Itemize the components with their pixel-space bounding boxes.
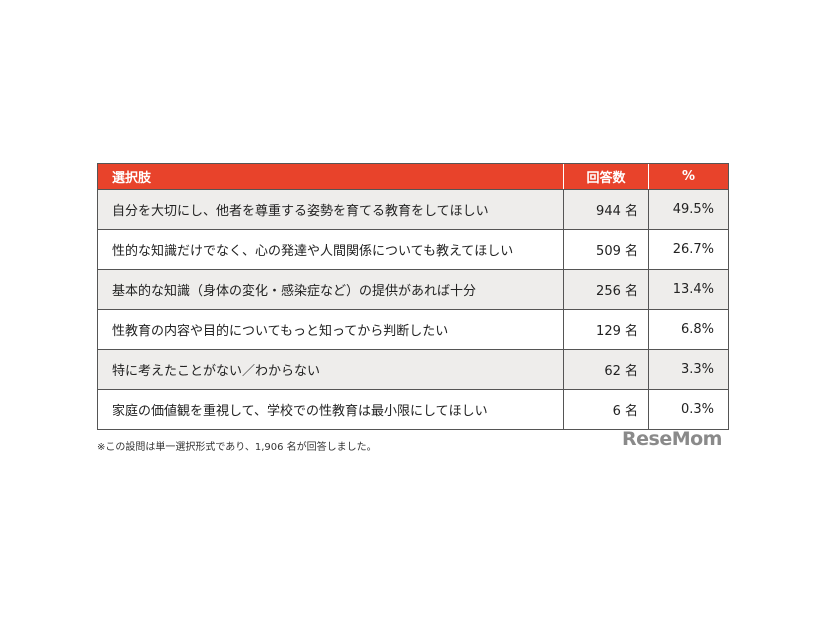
table: 選択肢 回答数 % 自分を大切にし、他者を尊重する姿勢を育てる教育をしてほしい 9…: [97, 163, 729, 430]
footnote: ※この設問は単一選択形式であり、1,906 名が回答しました。: [97, 442, 377, 453]
table-cell: 0.3%: [680, 402, 714, 417]
table-cell: 家庭の価値観を重視して、学校での性教育は最小限にしてほしい: [98, 390, 564, 429]
table-cell: 6 名: [564, 390, 649, 429]
table-cell: 13.4%: [672, 282, 714, 297]
table-cell: 6.8%: [680, 322, 714, 337]
table-row: 自分を大切にし、他者を尊重する姿勢を育てる教育をしてほしい 944 名 49.5%: [98, 189, 728, 229]
table-cell: 特に考えたことがない／わからない: [98, 350, 564, 389]
table-cell: 26.7%: [672, 242, 714, 257]
table-row: 性的な知識だけでなく、心の発達や人間関係についても教えてほしい 509 名 26.7…: [98, 229, 728, 269]
table-cell: 自分を大切にし、他者を尊重する姿勢を育てる教育をしてほしい: [98, 190, 564, 229]
table-row: 基本的な知識（身体の変化・感染症など）の提供があれば十分 256 名 13.4%: [98, 269, 728, 309]
table-cell: 944 名: [564, 190, 649, 229]
table-cell: 129 名: [564, 310, 649, 349]
table-cell: 49.5%: [672, 202, 714, 217]
table-cell: 基本的な知識（身体の変化・感染症など）の提供があれば十分: [98, 270, 564, 309]
table-cell: 3.3%: [680, 362, 714, 377]
table-row: 特に考えたことがない／わからない 62 名 3.3%: [98, 349, 728, 389]
table-header: 選択肢 回答数 %: [98, 164, 728, 189]
header-cell: %: [681, 169, 696, 184]
table-cell: 62 名: [564, 350, 649, 389]
logo: ReseMom: [622, 428, 722, 450]
table-cell: 256 名: [564, 270, 649, 309]
table-row: 家庭の価値観を重視して、学校での性教育は最小限にしてほしい 6 名 0.3%: [98, 389, 728, 429]
table-row: 性教育の内容や目的についてもっと知ってから判断したい 129 名 6.8%: [98, 309, 728, 349]
table-cell: 性教育の内容や目的についてもっと知ってから判断したい: [98, 310, 564, 349]
table-cell: 509 名: [564, 230, 649, 269]
header-cell: 回答数: [564, 164, 649, 189]
table-cell: 性的な知識だけでなく、心の発達や人間関係についても教えてほしい: [98, 230, 564, 269]
header-cell: 選択肢: [98, 164, 564, 189]
